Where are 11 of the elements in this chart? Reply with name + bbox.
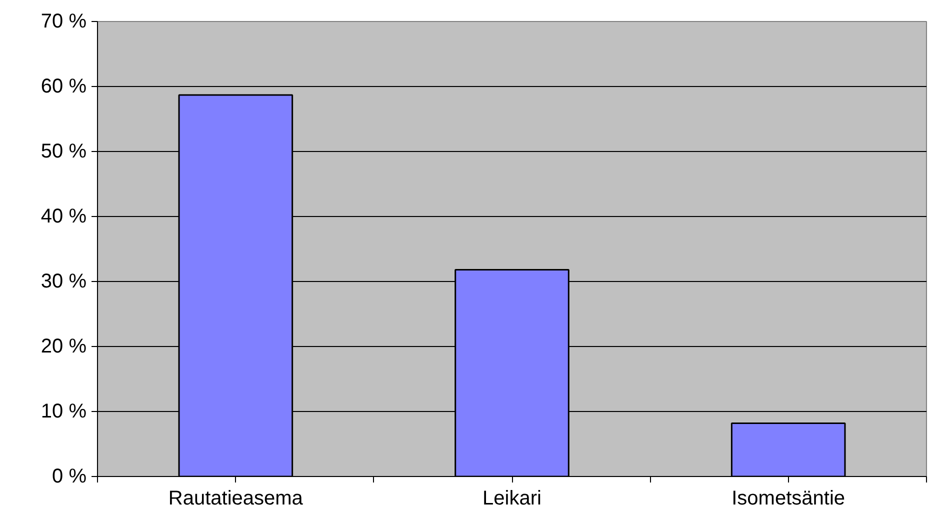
y-tick-label: 0 % — [52, 466, 87, 488]
x-tick-label: Isometsäntie — [732, 488, 846, 510]
x-tick-label: Leikari — [482, 488, 542, 510]
y-tick-label: 60 % — [40, 76, 87, 98]
x-tick-label: Rautatieasema — [168, 488, 304, 510]
y-tick-label: 10 % — [40, 400, 87, 422]
y-tick-label: 30 % — [40, 270, 87, 292]
y-tick-label: 20 % — [40, 336, 87, 358]
y-tick-label: 70 % — [40, 10, 87, 32]
y-tick-label: 50 % — [40, 140, 87, 162]
y-tick-label: 40 % — [40, 206, 87, 228]
